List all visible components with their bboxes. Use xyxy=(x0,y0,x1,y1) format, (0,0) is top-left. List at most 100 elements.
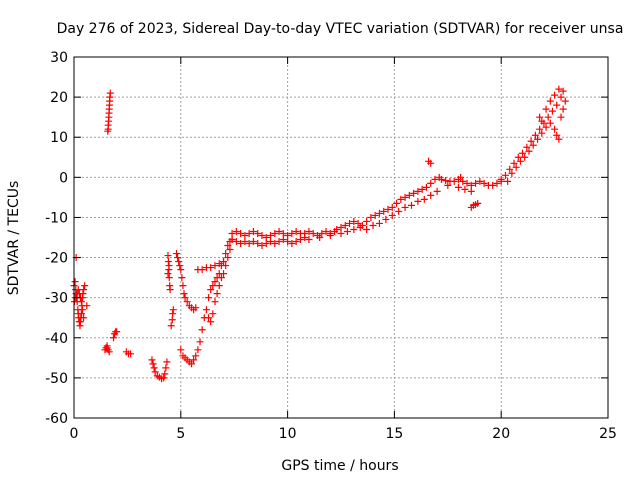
y-tick-label: -40 xyxy=(45,331,68,347)
data-point xyxy=(521,153,529,161)
data-point xyxy=(209,282,217,290)
data-point xyxy=(292,227,300,235)
data-point xyxy=(162,364,170,372)
data-point xyxy=(375,219,383,227)
data-point xyxy=(393,199,401,207)
y-axis-title: SDTVAR / TECUs xyxy=(6,181,22,296)
data-point xyxy=(83,302,91,310)
data-point xyxy=(164,258,172,266)
data-point xyxy=(422,183,430,191)
data-point xyxy=(175,258,183,266)
data-point xyxy=(472,179,480,187)
data-point xyxy=(536,113,544,121)
data-point xyxy=(305,227,313,235)
data-point xyxy=(450,177,458,185)
data-point xyxy=(454,183,462,191)
data-point xyxy=(354,219,362,227)
x-tick-label: 15 xyxy=(385,426,403,442)
data-point xyxy=(546,97,554,105)
data-point xyxy=(467,181,475,189)
data-point xyxy=(493,179,501,187)
data-point xyxy=(165,262,173,270)
x-tick-label: 5 xyxy=(176,426,185,442)
data-point xyxy=(341,221,349,229)
data-point xyxy=(414,197,422,205)
data-point xyxy=(267,238,275,246)
data-point xyxy=(523,143,531,151)
data-point xyxy=(292,238,300,246)
data-point xyxy=(279,229,287,237)
data-point xyxy=(427,191,435,199)
y-tick-label: -50 xyxy=(45,371,68,387)
data-point xyxy=(180,290,188,298)
data-point xyxy=(397,195,405,203)
data-point xyxy=(557,93,565,101)
x-axis-title: GPS time / hours xyxy=(281,458,398,474)
plot-frame xyxy=(73,56,609,419)
data-point xyxy=(433,187,441,195)
data-point xyxy=(506,165,514,173)
data-point xyxy=(480,179,488,187)
chart-title: Day 276 of 2023, Sidereal Day-to-day VTE… xyxy=(57,21,624,37)
data-point xyxy=(288,240,296,248)
data-point xyxy=(198,266,206,274)
data-point xyxy=(207,318,215,326)
data-point xyxy=(301,234,309,241)
data-point xyxy=(557,113,565,121)
data-point xyxy=(254,229,262,237)
data-point xyxy=(519,149,527,157)
data-point xyxy=(179,282,187,290)
data-point xyxy=(232,227,240,235)
data-point xyxy=(173,250,181,258)
data-point xyxy=(258,231,266,239)
data-point xyxy=(501,171,509,179)
y-tick-label: 20 xyxy=(50,90,68,106)
data-point xyxy=(217,274,225,282)
data-points xyxy=(70,85,569,383)
x-tick-label: 20 xyxy=(492,426,510,442)
data-point xyxy=(388,211,396,219)
data-point xyxy=(461,185,469,193)
data-point xyxy=(202,306,210,314)
data-point xyxy=(190,356,198,364)
data-point xyxy=(165,274,173,282)
data-point xyxy=(228,229,236,237)
data-point xyxy=(559,105,567,113)
data-point xyxy=(544,113,552,121)
data-point xyxy=(164,252,172,260)
data-point xyxy=(249,238,257,246)
data-point xyxy=(384,205,392,213)
data-point xyxy=(514,153,522,161)
x-tick-label: 10 xyxy=(279,426,297,442)
data-point xyxy=(222,250,230,258)
x-tick-label: 0 xyxy=(70,426,79,442)
data-point xyxy=(205,294,213,302)
data-point xyxy=(237,240,245,248)
data-point xyxy=(510,159,518,167)
y-tick-label: 0 xyxy=(59,170,68,186)
data-point xyxy=(81,282,89,290)
data-point xyxy=(527,137,535,145)
data-point xyxy=(407,201,415,209)
data-point xyxy=(508,169,516,177)
data-point xyxy=(241,238,249,246)
y-tick-label: -20 xyxy=(45,251,68,267)
data-point xyxy=(113,328,121,336)
axis-ticks: 0 5 10 15 20 25 -60 -50 -40 -30 -20 -10 0 10 20 30 xyxy=(45,50,617,442)
data-point xyxy=(534,135,542,143)
data-point xyxy=(296,236,304,244)
data-point xyxy=(104,127,112,135)
data-point xyxy=(444,181,452,189)
data-point xyxy=(474,199,482,207)
data-point xyxy=(305,236,313,244)
data-point xyxy=(215,260,223,268)
data-point xyxy=(177,266,185,274)
data-point xyxy=(546,119,554,127)
data-point xyxy=(213,290,221,298)
data-point xyxy=(525,147,533,155)
y-tick-label: 10 xyxy=(50,130,68,146)
data-point xyxy=(380,207,388,215)
data-point xyxy=(284,238,292,246)
